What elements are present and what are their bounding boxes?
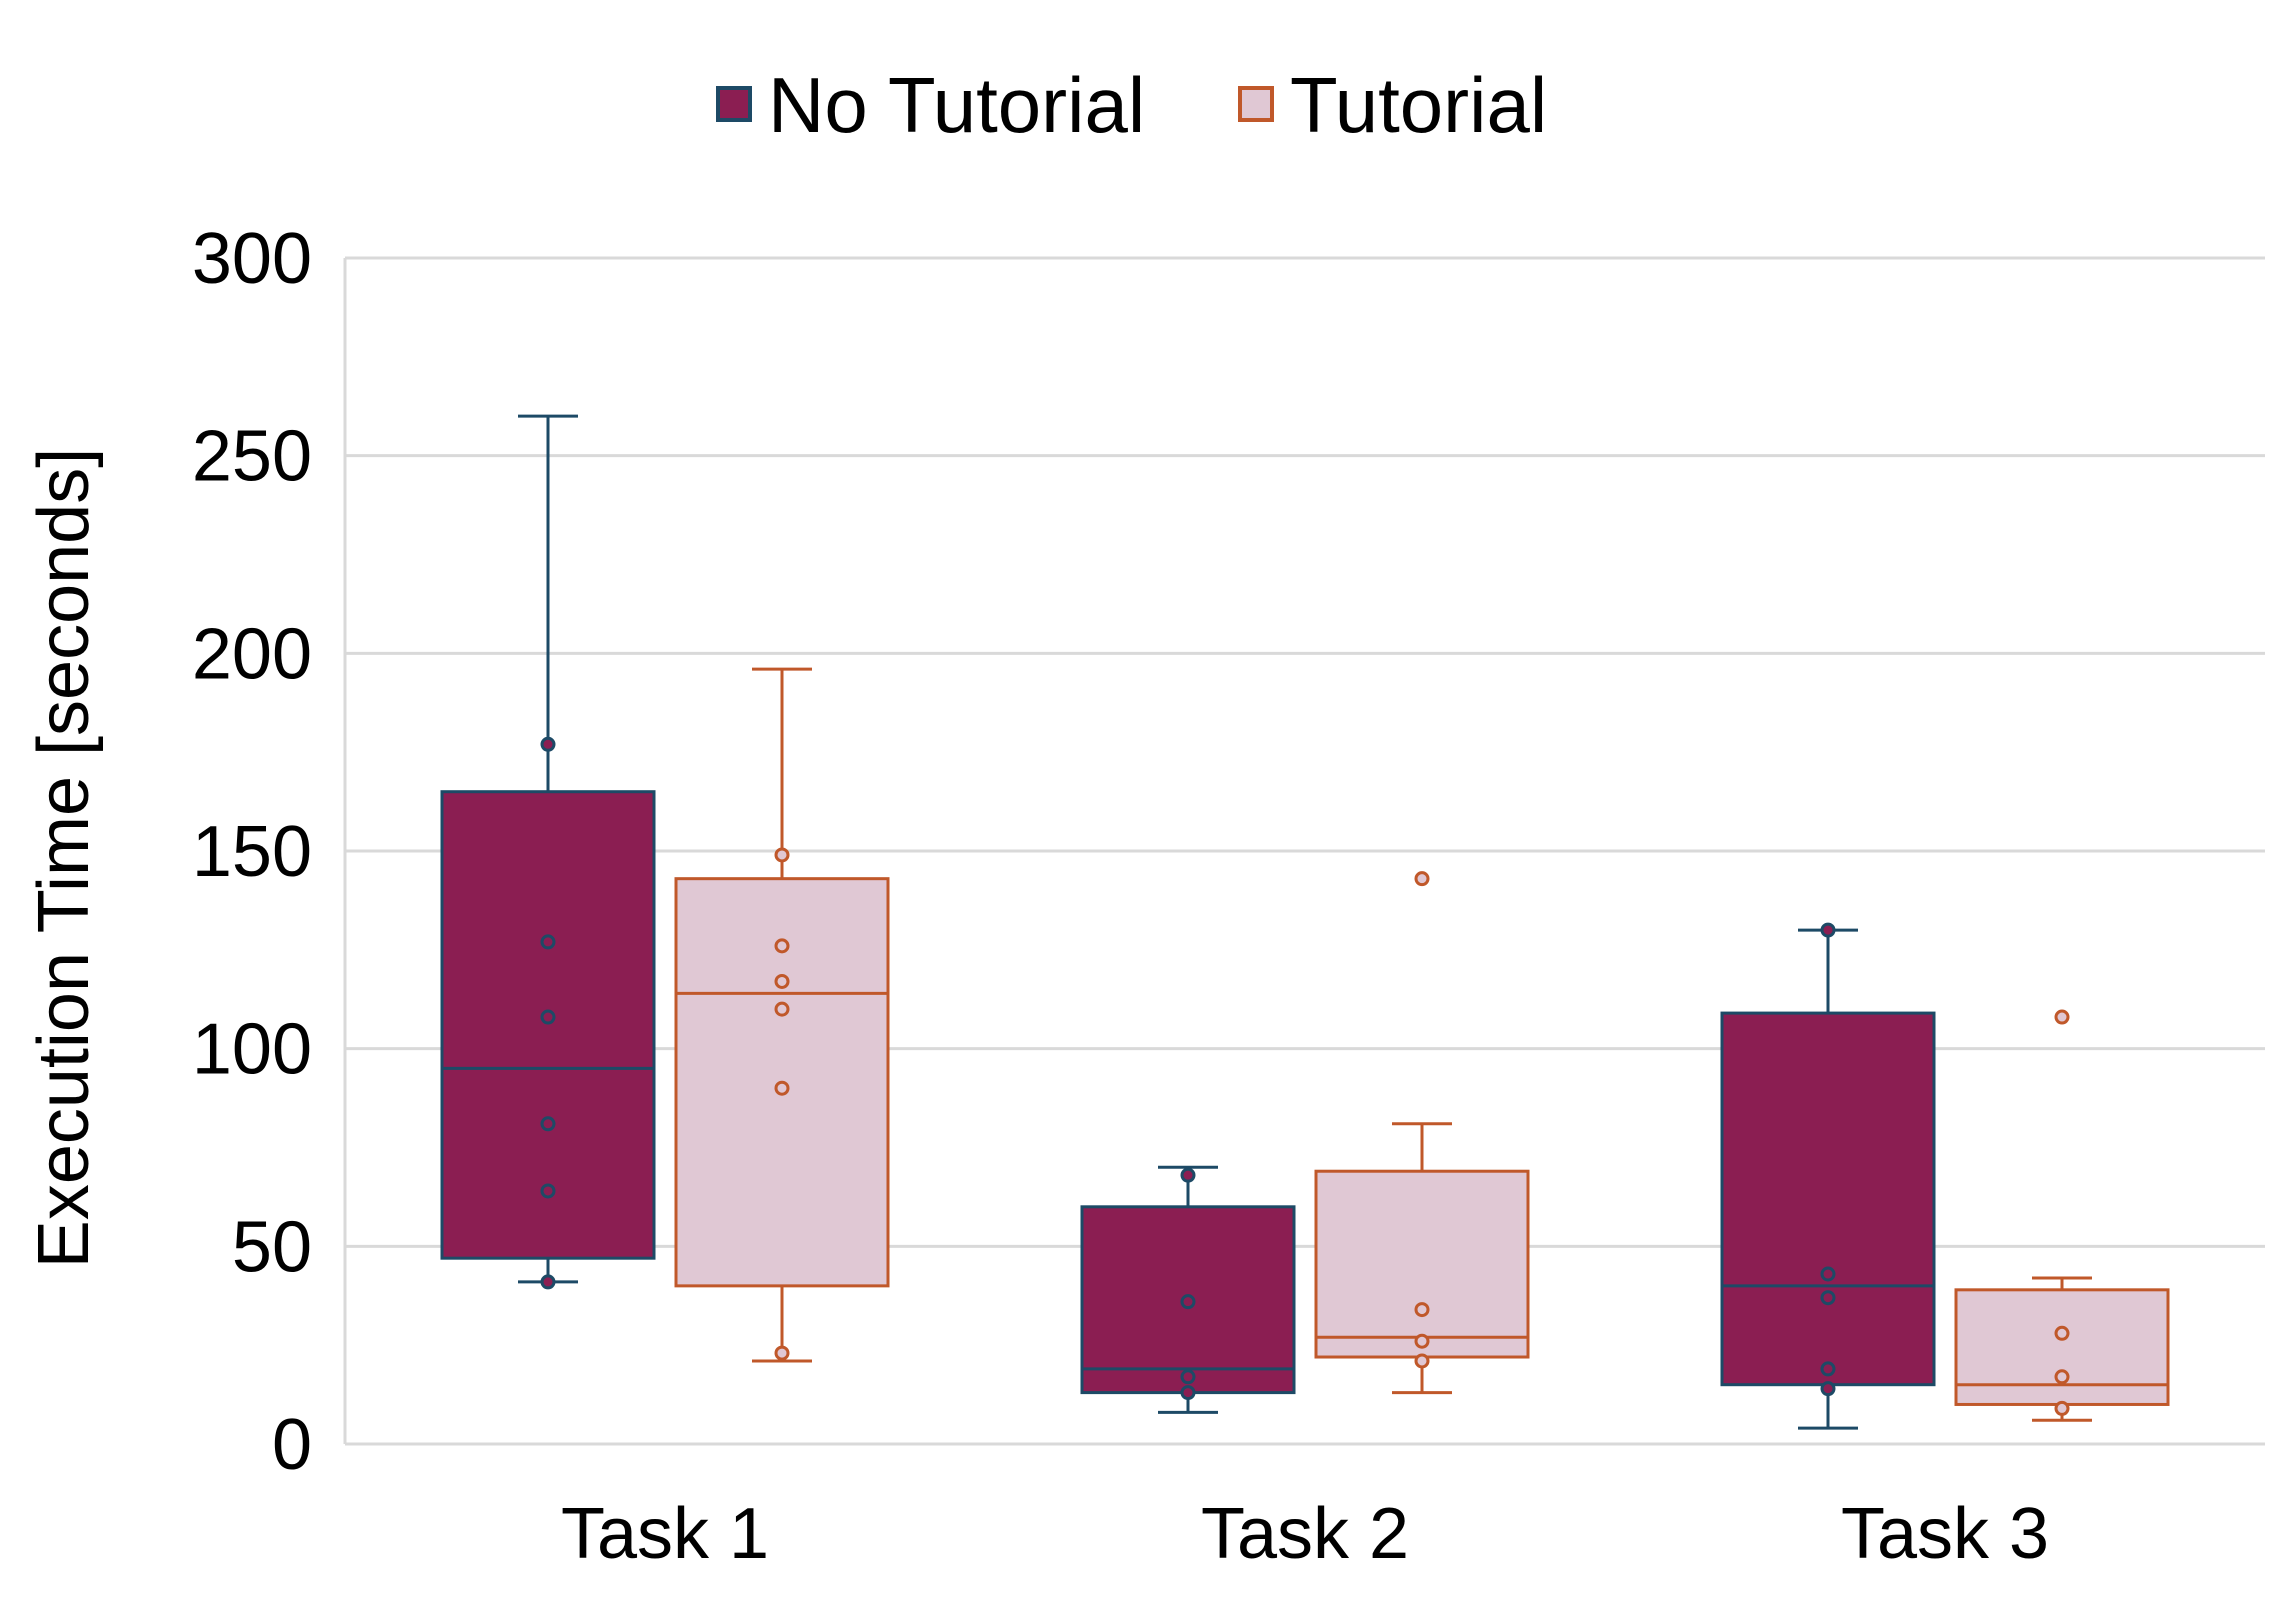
data-point bbox=[1820, 1266, 1836, 1282]
data-point bbox=[2054, 1009, 2070, 1025]
y-tick-label: 150 bbox=[192, 812, 312, 892]
legend: No Tutorial Tutorial bbox=[716, 61, 1547, 149]
data-point bbox=[1414, 871, 1430, 887]
y-axis-ticks: 0 50 100 150 200 250 300 bbox=[192, 219, 312, 1485]
data-point bbox=[540, 1116, 556, 1132]
data-point bbox=[774, 1345, 790, 1361]
box-iqr bbox=[1314, 1169, 1530, 1359]
y-axis-title: Execution Time [seconds] bbox=[24, 448, 104, 1268]
box-iqr bbox=[1954, 1288, 2170, 1406]
legend-label: No Tutorial bbox=[768, 61, 1145, 149]
data-point bbox=[1180, 1385, 1196, 1401]
data-point bbox=[540, 736, 556, 752]
y-tick-label: 50 bbox=[232, 1207, 312, 1287]
data-point bbox=[2054, 1325, 2070, 1341]
data-point bbox=[1820, 1290, 1836, 1306]
data-point bbox=[774, 973, 790, 989]
box-iqr bbox=[440, 790, 656, 1260]
x-category-label: Task 3 bbox=[1841, 1494, 2049, 1574]
series-0 bbox=[440, 414, 1936, 1430]
data-point bbox=[1820, 1361, 1836, 1377]
data-point bbox=[1180, 1167, 1196, 1183]
data-point bbox=[1820, 922, 1836, 938]
data-point bbox=[540, 1274, 556, 1290]
data-point bbox=[774, 1080, 790, 1096]
box-iqr bbox=[1720, 1011, 1936, 1387]
data-point bbox=[774, 938, 790, 954]
data-point bbox=[540, 1183, 556, 1199]
data-point bbox=[540, 1009, 556, 1025]
box-group bbox=[440, 414, 656, 1290]
y-tick-label: 300 bbox=[192, 219, 312, 299]
box-group bbox=[1954, 1009, 2170, 1422]
data-point bbox=[774, 1001, 790, 1017]
x-category-label: Task 2 bbox=[1201, 1494, 1409, 1574]
box-group bbox=[1720, 922, 1936, 1430]
x-category-label: Task 1 bbox=[561, 1494, 769, 1574]
legend-item: Tutorial bbox=[1238, 61, 1547, 149]
data-point bbox=[1414, 1353, 1430, 1369]
y-tick-label: 0 bbox=[272, 1405, 312, 1485]
data-point bbox=[1180, 1369, 1196, 1385]
legend-swatch bbox=[716, 86, 752, 122]
box-group bbox=[1080, 1165, 1296, 1414]
y-tick-label: 100 bbox=[192, 1010, 312, 1090]
data-point bbox=[2054, 1400, 2070, 1416]
legend-swatch bbox=[1238, 86, 1274, 122]
data-point bbox=[1414, 1333, 1430, 1349]
box-group bbox=[1314, 871, 1530, 1395]
data-point bbox=[774, 847, 790, 863]
data-point bbox=[540, 934, 556, 950]
data-point bbox=[1180, 1294, 1196, 1310]
legend-item: No Tutorial bbox=[716, 61, 1145, 149]
box-series bbox=[440, 414, 2170, 1430]
x-axis-categories: Task 1 Task 2 Task 3 bbox=[561, 1494, 2049, 1574]
box-group bbox=[674, 667, 890, 1363]
y-tick-label: 250 bbox=[192, 417, 312, 497]
legend-label: Tutorial bbox=[1290, 61, 1547, 149]
series-1 bbox=[674, 667, 2170, 1422]
data-point bbox=[2054, 1369, 2070, 1385]
data-point bbox=[1820, 1381, 1836, 1397]
y-tick-label: 200 bbox=[192, 614, 312, 694]
gridlines bbox=[343, 256, 2265, 1446]
data-point bbox=[1414, 1302, 1430, 1318]
